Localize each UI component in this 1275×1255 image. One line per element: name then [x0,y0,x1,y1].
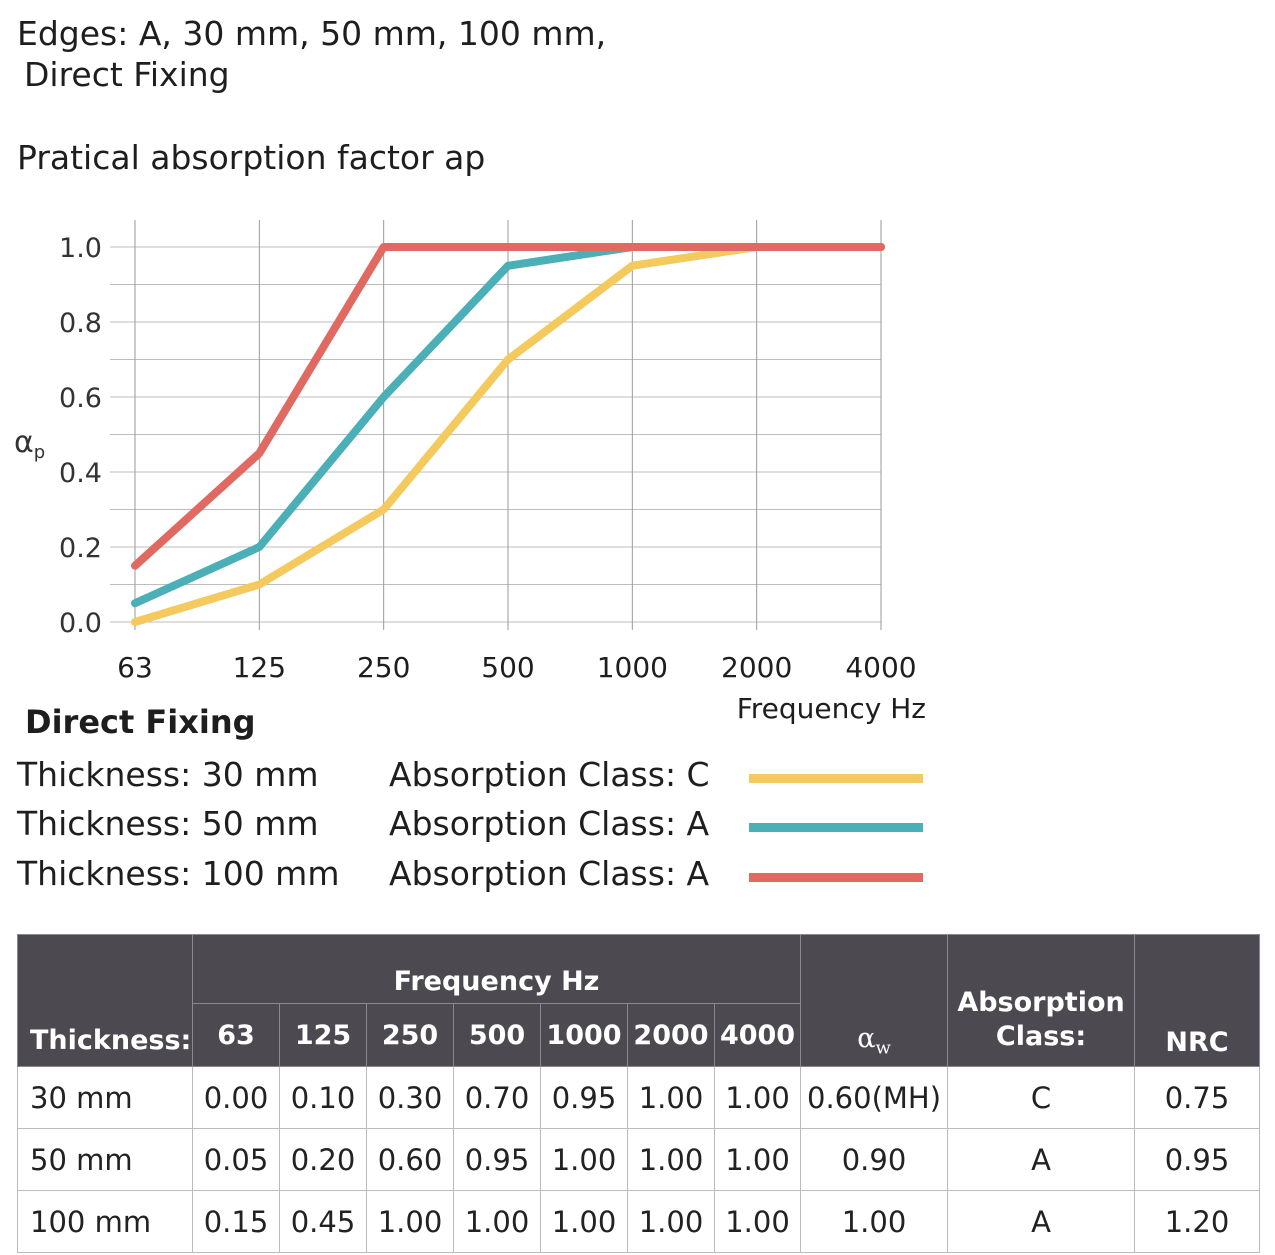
cell-value: 1.00 [627,1066,715,1129]
header-nrc: NRC [1134,934,1261,1067]
cell-class: A [947,1190,1136,1253]
table-row: 30 mm 0.00 0.10 0.30 0.70 0.95 1.00 1.00… [17,1066,1261,1129]
cell-value: 0.10 [279,1066,367,1129]
table-row: 100 mm 0.15 0.45 1.00 1.00 1.00 1.00 1.0… [17,1190,1261,1253]
header-freq: 500 [453,1003,541,1067]
x-tick-label: 63 [117,651,153,684]
header-freq: 125 [279,1003,367,1067]
header-alpha-w: αw [800,934,949,1067]
x-tick-label: 250 [357,651,410,684]
y-axis-label-main: α [14,425,34,460]
cell-value: 0.95 [540,1066,628,1129]
cell-value: 0.00 [192,1066,280,1129]
cell-value: 1.00 [713,1128,802,1191]
cell-nrc: 0.75 [1134,1066,1261,1129]
cell-value: 0.20 [279,1128,367,1191]
absorption-data-table: Thickness: Frequency Hz αw Absorption Cla… [17,934,1261,1253]
legend-class: Absorption Class: A [389,804,710,843]
legend-thickness: Thickness: 30 mm [17,755,319,794]
x-axis-label: Frequency Hz [737,692,926,725]
y-tick-label: 1.0 [59,233,102,264]
cell-alpha-w: 0.90 [800,1128,949,1191]
y-axis-label-sub: p [34,442,45,463]
y-tick-label: 0.0 [59,608,102,639]
cell-value: 0.60 [366,1128,454,1191]
y-tick-label: 0.8 [59,308,102,339]
legend-row: Thickness: 100 mm Absorption Class: A [0,854,960,902]
cell-value: 0.05 [192,1128,280,1191]
header-line-2: Direct Fixing [24,55,230,94]
cell-value: 0.15 [192,1190,280,1253]
cell-value: 0.45 [279,1190,367,1253]
x-tick-label: 125 [233,651,286,684]
x-tick-label: 4000 [845,651,916,684]
y-axis-label: αp [14,425,45,463]
header-alpha-w-main: α [857,1022,876,1054]
header-alpha-w-sub: w [875,1037,891,1058]
legend-class: Absorption Class: C [389,755,710,794]
cell-value: 1.00 [627,1128,715,1191]
header-frequency-group: Frequency Hz [191,934,802,1004]
legend-title: Direct Fixing [25,703,256,741]
y-axis-ticks: 0.0 0.2 0.4 0.6 0.8 1.0 [59,233,102,639]
x-tick-label: 1000 [597,651,668,684]
legend-swatch [749,823,923,832]
header-thickness: Thickness: [17,934,193,1067]
legend-thickness: Thickness: 50 mm [17,804,319,843]
cell-nrc: 1.20 [1134,1190,1261,1253]
y-tick-label: 0.6 [59,383,102,414]
legend-row: Thickness: 50 mm Absorption Class: A [0,804,960,852]
header-freq: 63 [192,1003,280,1067]
header-class-line2: Class: [995,1021,1087,1052]
header-absorption-class: Absorption Class: [947,934,1136,1067]
header-line-1: Edges: A, 30 mm, 50 mm, 100 mm, [17,14,607,53]
cell-value: 1.00 [540,1190,628,1253]
y-tick-label: 0.4 [59,458,102,489]
cell-alpha-w: 1.00 [800,1190,949,1253]
header-freq: 4000 [713,1003,802,1067]
legend-swatch [749,873,923,882]
series-lines [131,243,885,626]
legend-class: Absorption Class: A [389,854,710,893]
legend-swatch [749,774,923,783]
header-freq: 250 [366,1003,454,1067]
x-axis-ticks: 63 125 250 500 1000 2000 4000 [117,651,916,684]
cell-value: 1.00 [713,1190,802,1253]
cell-class: C [947,1066,1136,1129]
cell-thickness: 50 mm [17,1128,193,1191]
chart-title: Pratical absorption factor ap [17,138,486,177]
cell-nrc: 0.95 [1134,1128,1261,1191]
chart-grid [110,220,882,630]
cell-thickness: 30 mm [17,1066,193,1129]
cell-value: 1.00 [627,1190,715,1253]
header-class-line1: Absorption [957,987,1125,1018]
cell-value: 0.30 [366,1066,454,1129]
cell-alpha-w: 0.60(MH) [800,1066,949,1129]
header-freq: 1000 [540,1003,628,1067]
header-freq: 2000 [627,1003,715,1067]
cell-class: A [947,1128,1136,1191]
y-tick-label: 0.2 [59,533,102,564]
table-row: 50 mm 0.05 0.20 0.60 0.95 1.00 1.00 1.00… [17,1128,1261,1191]
absorption-line-chart: 0.0 0.2 0.4 0.6 0.8 1.0 63 125 250 500 1000 2000 40… [14,220,926,725]
cell-value: 0.70 [453,1066,541,1129]
legend-row: Thickness: 30 mm Absorption Class: C [0,755,960,803]
cell-value: 0.95 [453,1128,541,1191]
x-tick-label: 500 [481,651,534,684]
x-tick-label: 2000 [721,651,792,684]
series-line-2 [131,243,885,570]
cell-thickness: 100 mm [17,1190,193,1253]
cell-value: 1.00 [366,1190,454,1253]
legend-thickness: Thickness: 100 mm [17,854,340,893]
cell-value: 1.00 [453,1190,541,1253]
cell-value: 1.00 [713,1066,802,1129]
cell-value: 1.00 [540,1128,628,1191]
